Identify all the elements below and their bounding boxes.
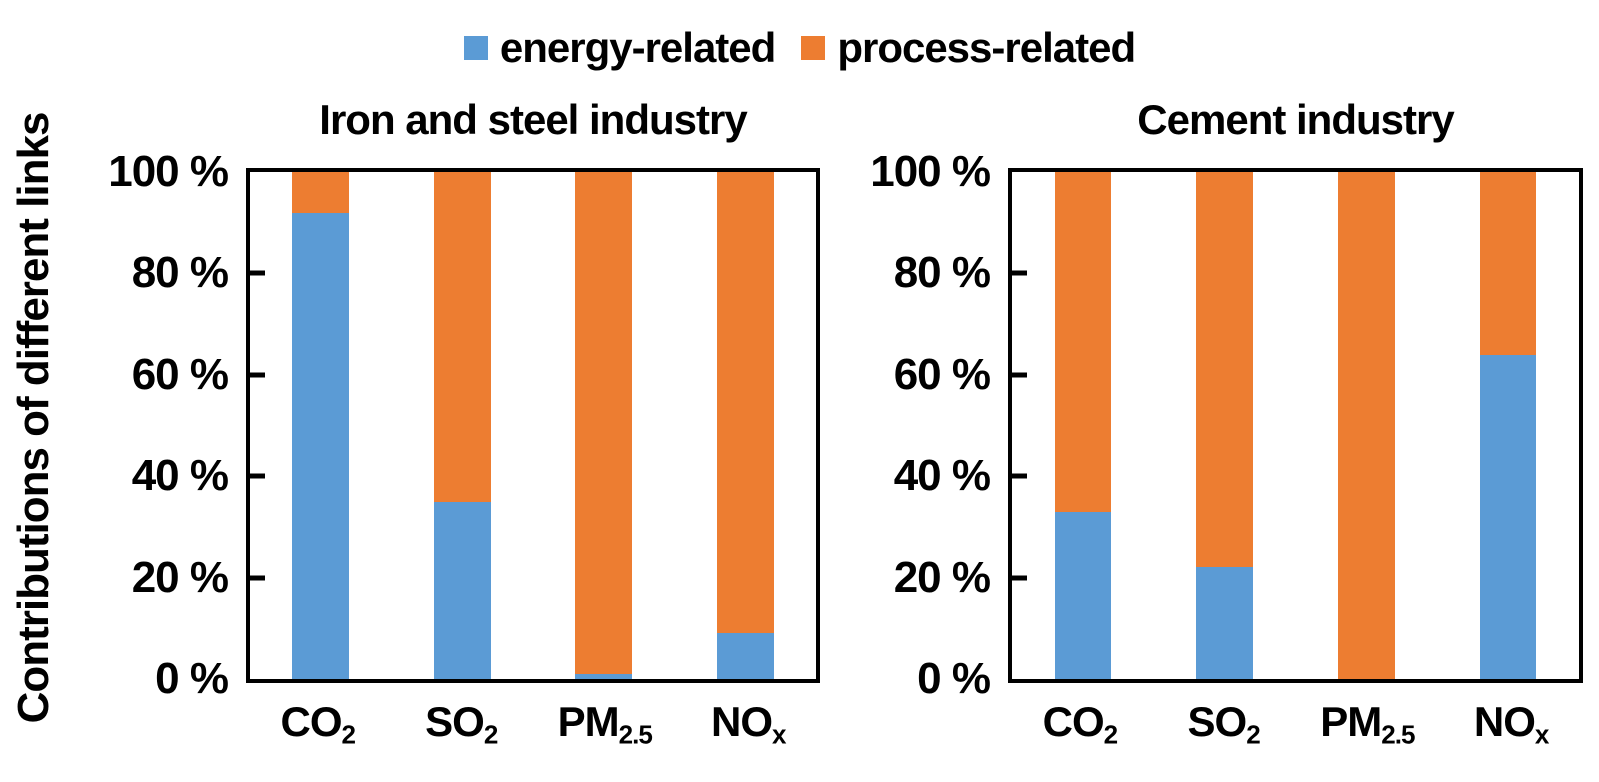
segment-energy-related-CO2 xyxy=(1054,511,1112,679)
segment-energy-related-PM2.5 xyxy=(575,673,633,679)
bar-slot-SO2 xyxy=(392,172,534,679)
legend-swatch-process-related xyxy=(801,36,826,60)
segment-process-related-NOx xyxy=(1479,172,1537,355)
segment-energy-related-SO2 xyxy=(433,501,491,679)
segment-process-related-PM2.5 xyxy=(575,172,633,674)
y-tick-label: 100 % xyxy=(870,147,991,196)
legend-item-process-related: process-related xyxy=(801,24,1136,72)
stacked-bar-SO2 xyxy=(433,172,491,679)
x-tick-label-CO2: CO2 xyxy=(280,698,357,750)
y-tick-label: 80 % xyxy=(893,248,991,298)
y-tick-label: 0 % xyxy=(917,654,991,703)
segment-process-related-SO2 xyxy=(1196,172,1253,568)
y-tick-label: 60 % xyxy=(893,349,991,399)
y-tick-mark xyxy=(250,372,265,378)
segment-energy-related-SO2 xyxy=(1196,567,1253,679)
stacked-bar-PM2.5 xyxy=(575,172,633,679)
y-tick-mark xyxy=(1012,575,1027,581)
y-tick-label: 100 % xyxy=(108,147,229,196)
y-tick-mark xyxy=(250,473,265,479)
y-tick-label: 0 % xyxy=(155,654,229,703)
y-tick-label: 60 % xyxy=(131,349,229,399)
plot-area-cement: 0 % 20 % 40 % 60 % 80 % 100 % xyxy=(870,150,1583,701)
plot-area-iron-and-steel: 0 % 20 % 40 % 60 % 80 % 100 % xyxy=(108,150,820,701)
bar-slot-NOx xyxy=(1437,172,1579,679)
x-axis-labels-cement: CO2 SO2 PM2.5 NOx xyxy=(1008,698,1583,750)
y-tick-mark xyxy=(1012,270,1027,276)
x-tick-label-PM2.5: PM2.5 xyxy=(557,698,653,750)
legend: energy-related process-related xyxy=(0,24,1599,72)
stacked-bar-CO2 xyxy=(1054,172,1112,679)
legend-swatch-energy-related xyxy=(463,36,488,60)
bar-slot-SO2 xyxy=(1154,172,1296,679)
y-tick-mark xyxy=(250,575,265,581)
y-tick-mark xyxy=(1012,473,1027,479)
legend-label-process-related: process-related xyxy=(837,24,1136,71)
y-tick-mark xyxy=(1012,372,1027,378)
segment-process-related-CO2 xyxy=(1054,172,1112,512)
stacked-bar-CO2 xyxy=(292,172,350,679)
y-tick-label: 80 % xyxy=(131,248,229,298)
stacked-bar-SO2 xyxy=(1196,172,1253,679)
stacked-bar-PM2.5 xyxy=(1338,172,1395,679)
bar-slot-PM2.5 xyxy=(1296,172,1438,679)
x-tick-label-SO2: SO2 xyxy=(425,698,498,750)
x-tick-label-NOx: NOx xyxy=(711,698,787,750)
bar-slot-CO2 xyxy=(250,172,392,679)
segment-process-related-NOx xyxy=(716,172,774,634)
x-tick-label-NOx: NOx xyxy=(1473,698,1550,750)
y-tick-label: 20 % xyxy=(131,552,229,602)
x-axis-labels-iron-and-steel: CO2 SO2 PM2.5 NOx xyxy=(246,698,820,750)
y-axis-title: Contributions of different links xyxy=(9,112,58,724)
y-tick-label: 20 % xyxy=(893,552,991,602)
chart-panel-iron-and-steel: Iron and steel industry 0 % 20 % 40 % 60 % 8… xyxy=(108,0,820,782)
bar-slot-CO2 xyxy=(1012,172,1154,679)
y-tick-label: 40 % xyxy=(131,451,229,501)
y-tick-label: 40 % xyxy=(893,451,991,501)
legend-label-energy-related: energy-related xyxy=(499,24,776,71)
x-tick-label-CO2: CO2 xyxy=(1042,698,1119,750)
segment-process-related-PM2.5 xyxy=(1338,172,1395,679)
segment-energy-related-CO2 xyxy=(292,212,350,679)
chart-title-cement: Cement industry xyxy=(1137,96,1454,143)
legend-item-energy-related: energy-related xyxy=(463,24,776,72)
segment-energy-related-NOx xyxy=(716,633,774,679)
stacked-bar-NOx xyxy=(1479,172,1537,679)
chart-panel-cement: Cement industry 0 % 20 % 40 % 60 % 80 % 100 %… xyxy=(870,0,1583,782)
bar-slot-NOx xyxy=(675,172,817,679)
stacked-bar-NOx xyxy=(716,172,774,679)
y-tick-mark xyxy=(250,270,265,276)
segment-process-related-CO2 xyxy=(292,172,350,213)
chart-title-iron-and-steel: Iron and steel industry xyxy=(319,96,747,143)
x-tick-label-PM2.5: PM2.5 xyxy=(1320,698,1415,750)
segment-energy-related-NOx xyxy=(1479,354,1537,679)
bar-slot-PM2.5 xyxy=(533,172,675,679)
x-tick-label-SO2: SO2 xyxy=(1187,698,1261,750)
segment-process-related-SO2 xyxy=(433,172,491,502)
